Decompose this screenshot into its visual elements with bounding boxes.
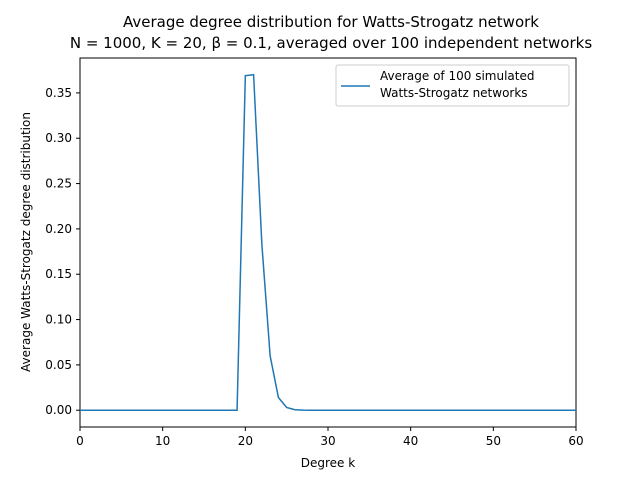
y-tick-label: 0.05 — [45, 358, 72, 372]
legend-label-line2: Watts-Strogatz networks — [380, 86, 528, 100]
y-tick-label: 0.25 — [45, 177, 72, 191]
legend: Average of 100 simulated Watts-Strogatz … — [335, 64, 570, 107]
x-tick-label: 20 — [238, 434, 253, 448]
x-tick-label: 10 — [155, 434, 170, 448]
x-tick-label: 50 — [486, 434, 501, 448]
chart-title-line2: N = 1000, K = 20, β = 0.1, averaged over… — [70, 34, 592, 52]
legend-label-line1: Average of 100 simulated — [380, 69, 534, 83]
series-line — [80, 73, 576, 411]
x-tick-label: 0 — [76, 434, 84, 448]
y-axis: 0.00 0.05 0.10 0.15 0.20 0.25 0.30 0.35 — [45, 86, 80, 417]
x-tick-label: 60 — [568, 434, 583, 448]
plot-area-frame — [79, 57, 577, 428]
x-axis: 0 10 20 30 40 50 60 — [76, 427, 584, 448]
y-tick-label: 0.15 — [45, 267, 72, 281]
y-axis-label: Average Watts-Strogatz degree distributi… — [19, 112, 33, 372]
y-tick-label: 0.10 — [45, 313, 72, 327]
legend-box — [335, 64, 570, 107]
y-tick-label: 0.30 — [45, 131, 72, 145]
x-tick-label: 40 — [403, 434, 418, 448]
chart-title-line1: Average degree distribution for Watts-St… — [123, 13, 539, 31]
x-axis-label: Degree k — [301, 456, 355, 470]
x-tick-label: 30 — [320, 434, 335, 448]
y-tick-label: 0.00 — [45, 403, 72, 417]
y-tick-label: 0.20 — [45, 222, 72, 236]
y-tick-label: 0.35 — [45, 86, 72, 100]
